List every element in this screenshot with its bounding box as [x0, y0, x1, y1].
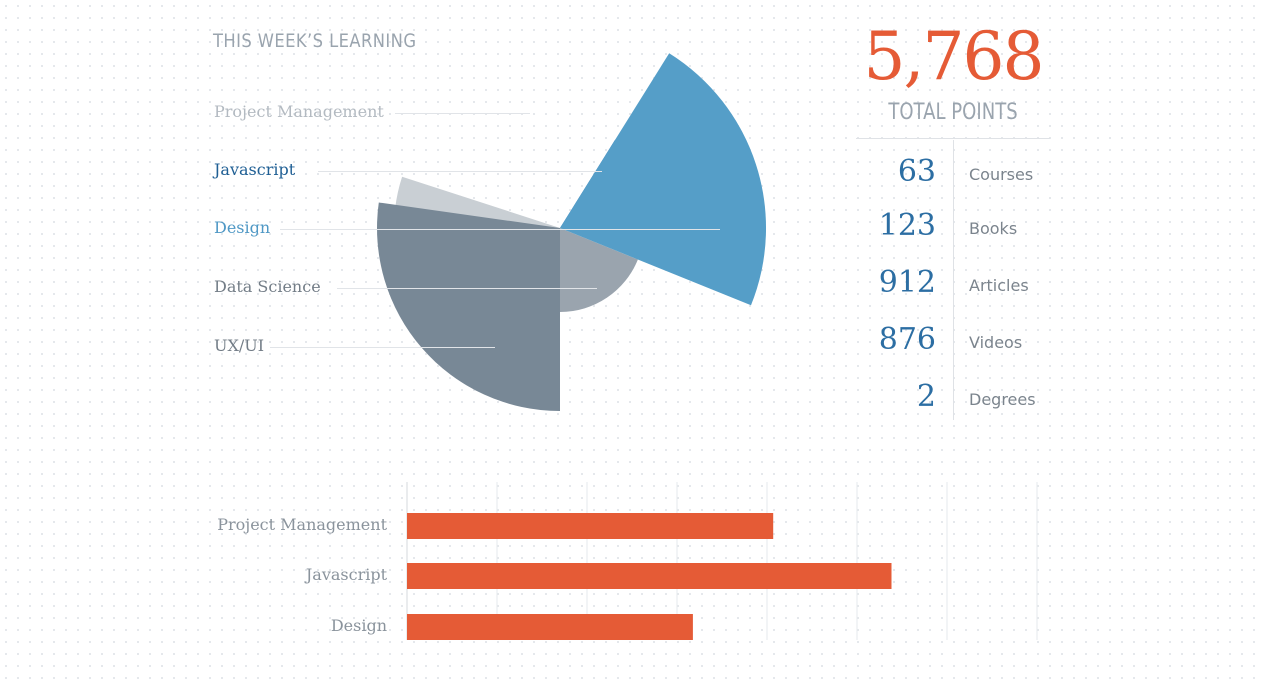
stats-divider-horizontal [856, 138, 1050, 139]
stat-courses-value: 63 [897, 154, 936, 189]
bar-label-javascript: Javascript [305, 565, 387, 584]
bar-javascript [407, 563, 892, 589]
total-points-value: 5,768 [863, 18, 1045, 95]
rose-leader-data-science [337, 288, 597, 289]
bar-label-project-management: Project Management [217, 515, 387, 534]
stat-books-value: 123 [878, 208, 936, 243]
stat-degrees-label: Degrees [969, 390, 1036, 409]
rose-slice-ux-ui [377, 202, 560, 411]
stat-degrees-value: 2 [916, 379, 936, 414]
stat-courses-label: Courses [969, 165, 1034, 184]
rose-slice-design [560, 53, 767, 306]
rose-slice-data-science [560, 228, 638, 312]
rose-label-design: Design [214, 218, 271, 237]
bar-design [407, 614, 693, 640]
rose-label-project-management: Project Management [214, 102, 384, 121]
stat-articles-value: 912 [878, 265, 936, 300]
rose-label-javascript: Javascript [214, 160, 296, 179]
rose-label-data-science: Data Science [214, 277, 321, 296]
stat-videos-value: 876 [878, 322, 936, 357]
stat-articles-label: Articles [969, 276, 1029, 295]
rose-leader-javascript [318, 171, 602, 172]
section-title: THIS WEEK’S LEARNING [213, 30, 417, 52]
total-points-label: TOTAL POINTS [888, 100, 1018, 125]
stat-books-label: Books [969, 219, 1018, 238]
bar-label-design: Design [330, 616, 387, 635]
rose-label-ux-ui: UX/UI [214, 336, 265, 355]
rose-leader-ux-ui [270, 347, 495, 348]
stats-divider-vertical [953, 140, 954, 420]
rose-leader-design [279, 229, 720, 230]
stat-videos-label: Videos [969, 333, 1023, 352]
bar-project-management [407, 513, 774, 539]
rose-leader-project-management [394, 113, 530, 114]
